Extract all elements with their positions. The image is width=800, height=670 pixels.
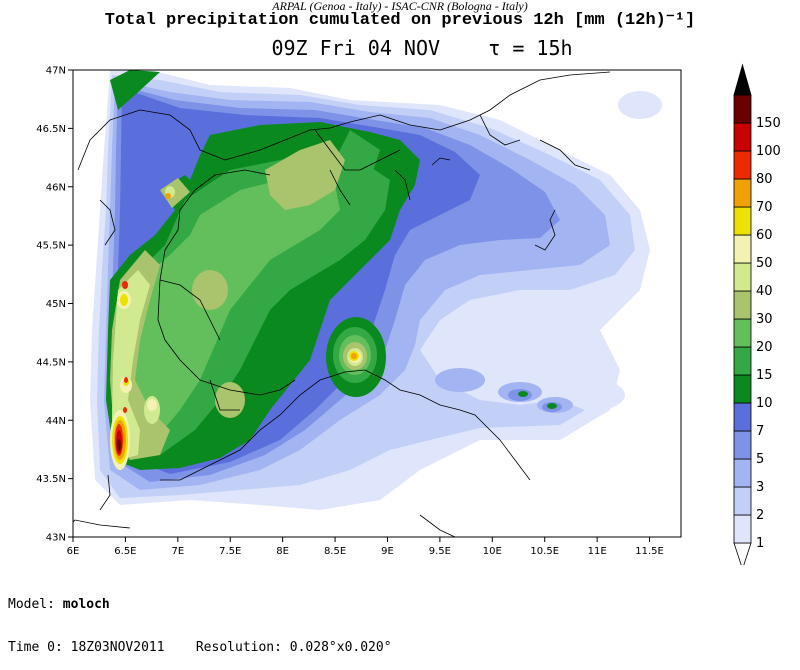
colorbar-level-label: 50 — [756, 256, 773, 271]
colorbar-box — [733, 94, 752, 124]
valid-time: 09Z Fri 04 NOV — [271, 36, 441, 60]
colorbar-box — [733, 290, 752, 320]
colorbar-level-label: 100 — [756, 144, 781, 159]
coastlines-borders — [73, 71, 611, 537]
colorbar-level-label: 80 — [756, 172, 773, 187]
lat-tick-label: 46N — [46, 182, 66, 193]
colorbar-box — [733, 178, 752, 208]
lon-tick-label: 11E — [588, 546, 607, 557]
colorbar-box — [733, 458, 752, 488]
lat-tick-label: 44.5N — [36, 357, 66, 368]
lat-tick-label: 47N — [46, 66, 66, 77]
lon-tick-label: 7.5E — [219, 546, 241, 557]
colorbar-box — [733, 374, 752, 404]
lon-tick-label: 8E — [276, 546, 289, 557]
chart-title: Total precipitation cumulated on previou… — [104, 11, 696, 30]
colorbar-level-label: 70 — [756, 200, 773, 215]
colorbar-level-label: 2 — [756, 508, 764, 523]
lon-tick-label: 9.5E — [429, 546, 451, 557]
lon-tick-label: 6.5E — [114, 546, 136, 557]
colorbar-level-label: 60 — [756, 228, 773, 243]
colorbar-level-label: 7 — [756, 424, 764, 439]
lon-tick-label: 11.5E — [635, 546, 664, 557]
lead-time: τ = 15h — [488, 36, 573, 60]
lat-tick-label: 45.5N — [36, 241, 66, 252]
lon-tick-label: 9E — [381, 546, 394, 557]
colorbar-level-label: 150 — [756, 116, 781, 131]
lat-tick-label: 44N — [46, 416, 66, 427]
colorbar-level-label: 3 — [756, 480, 764, 495]
lon-tick-label: 7E — [171, 546, 184, 557]
model-label: Model: — [8, 597, 55, 612]
lon-tick-label: 6E — [67, 546, 80, 557]
colorbar-box — [733, 206, 752, 236]
longitude-axis: 6E 6.5E 7E 7.5E 8E 8.5E 9E 9.5E 10E 10.5E 11E 11.5E — [67, 537, 664, 557]
colorbar-arrow-low — [733, 542, 752, 565]
resolution-label: Resolution: — [195, 640, 282, 655]
colorbar-box — [733, 318, 752, 348]
colorbar-level-label: 40 — [756, 284, 773, 299]
resolution-value: 0.028°x0.020° — [289, 640, 392, 655]
colorbar-box — [733, 430, 752, 460]
colorbar-level-label: 10 — [756, 396, 773, 411]
latitude-axis: 47N 46.5N 46N 45.5N 45N 44.5N 44N 43.5N 43N — [36, 66, 73, 544]
model-value: moloch — [62, 597, 110, 612]
credits-line: ARPAL (Genoa - Italy) - ISAC-CNR (Bologn… — [272, 0, 528, 13]
lat-tick-label: 43.5N — [36, 474, 66, 485]
run-info: Model: moloch Time 0: 18Z03NOV2011 Resol… — [8, 570, 392, 670]
colorbar-arrow-high — [733, 63, 752, 96]
lon-tick-label: 8.5E — [324, 546, 346, 557]
lon-tick-label: 10E — [483, 546, 502, 557]
time0-value: 18Z03NOV2011 — [70, 640, 165, 655]
colorbar-box — [733, 486, 752, 516]
lat-tick-label: 46.5N — [36, 124, 66, 135]
lon-tick-label: 10.5E — [530, 546, 559, 557]
colorbar-box — [733, 150, 752, 180]
colorbar-legend: 1 2 3 5 7 10 15 20 30 40 50 60 70 80 100 150 — [733, 63, 781, 565]
colorbar-box — [733, 262, 752, 292]
colorbar-level-label: 5 — [756, 452, 764, 467]
colorbar-level-label: 20 — [756, 340, 773, 355]
colorbar-box — [733, 234, 752, 264]
chart-subtitle: 09Z Fri 04 NOV τ = 15h — [22, 35, 800, 61]
colorbar-box — [733, 514, 752, 544]
colorbar-box — [733, 402, 752, 432]
colorbar-level-label: 1 — [756, 536, 764, 551]
lat-tick-label: 45N — [46, 299, 66, 310]
colorbar-box — [733, 122, 752, 152]
lat-tick-label: 43N — [46, 533, 66, 544]
precipitation-field — [90, 70, 662, 510]
colorbar-level-label: 30 — [756, 312, 773, 327]
time0-label: Time 0: — [8, 640, 63, 655]
colorbar-level-label: 15 — [756, 368, 773, 383]
colorbar-box — [733, 346, 752, 376]
precipitation-map: 47N 46.5N 46N 45.5N 45N 44.5N 44N 43.5N 43N 6E 6.… — [36, 66, 682, 557]
